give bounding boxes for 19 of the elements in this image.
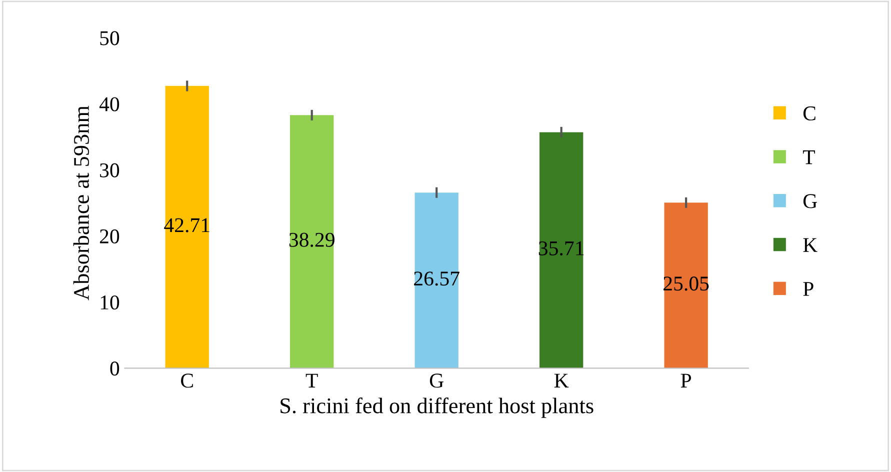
x-tick-label: G: [430, 374, 444, 388]
x-tick-label: K: [554, 374, 569, 388]
data-label: 26.57: [414, 272, 460, 286]
legend-label: C: [803, 106, 816, 120]
legend-label: P: [803, 282, 814, 296]
y-axis-title: Absorbance at 593nm: [73, 106, 89, 300]
y-tick-label: 0: [110, 362, 120, 376]
x-tick-label: C: [181, 374, 193, 388]
y-tick-label: 10: [100, 295, 120, 310]
legend-label: T: [802, 150, 815, 164]
y-tick-label: 50: [100, 31, 120, 46]
legend-label: G: [803, 194, 817, 208]
legend-label: K: [803, 238, 818, 252]
x-axis-title: S. ricini fed on different host plants: [280, 397, 594, 418]
y-tick-label: 30: [100, 163, 120, 178]
y-tick-label: 40: [99, 97, 120, 112]
y-tick-label: 20: [100, 229, 120, 244]
x-tick-label: P: [680, 374, 692, 388]
x-tick-label: T: [306, 374, 318, 388]
